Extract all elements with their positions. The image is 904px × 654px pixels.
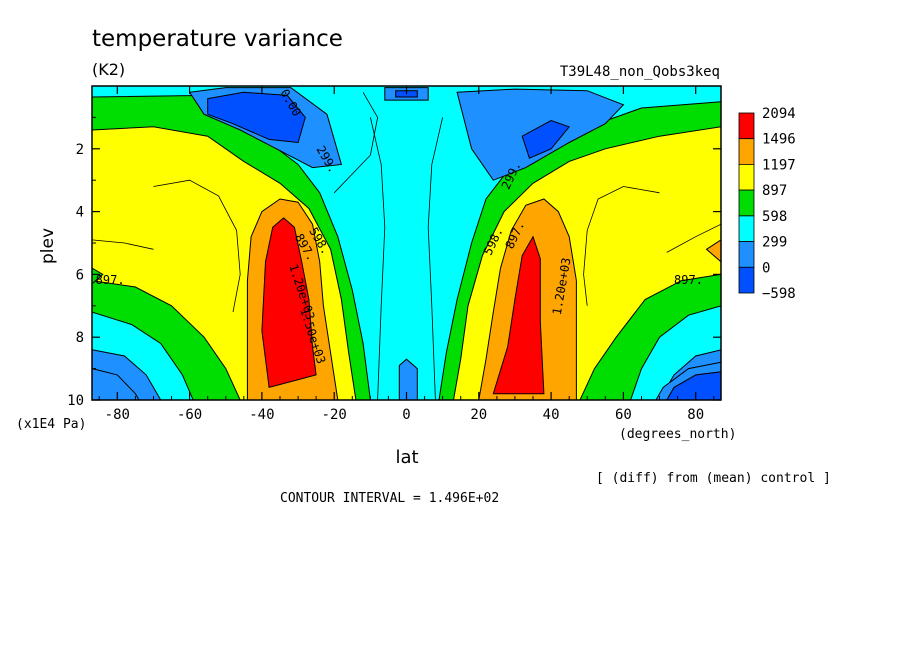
y-tick-label: 6 xyxy=(76,267,84,283)
region-blue-polar-north-outer xyxy=(655,361,721,400)
legend-swatch xyxy=(738,215,755,242)
y-tick-label: 8 xyxy=(76,330,84,346)
legend-label: 2094 xyxy=(762,106,796,122)
diff-note: [ (diff) from (mean) control ] xyxy=(596,471,831,486)
region-red-north xyxy=(492,235,545,395)
contour-line xyxy=(153,179,241,313)
x-tick-label: 60 xyxy=(615,407,632,423)
contour-line xyxy=(666,223,721,253)
y-tick-label: 10 xyxy=(67,393,84,409)
plot-area xyxy=(92,86,721,400)
contour-line xyxy=(333,92,379,194)
legend-label: 0 xyxy=(762,260,770,276)
legend-label: −598 xyxy=(762,286,796,302)
x-tick-label: -60 xyxy=(177,407,202,423)
contour-interval: CONTOUR INTERVAL = 1.496E+02 xyxy=(280,491,499,506)
contour-line xyxy=(427,117,443,400)
region-green-edge-south xyxy=(92,267,104,285)
x-tick-label: -20 xyxy=(322,407,347,423)
x-tick-label: -80 xyxy=(105,407,130,423)
region-deepblue-top-south xyxy=(207,91,306,144)
region-blue-equator-bottom xyxy=(398,358,418,400)
x-tick-label: 20 xyxy=(470,407,487,423)
legend-swatch xyxy=(738,189,755,217)
legend-label: 299 xyxy=(762,235,787,251)
contour-line xyxy=(583,186,660,306)
chart-units: (K2) xyxy=(92,60,125,79)
contour-line xyxy=(370,117,386,400)
legend-swatch xyxy=(738,266,755,294)
x-tick-label: 80 xyxy=(687,407,704,423)
contour-label: 897. xyxy=(674,273,703,287)
legend-label: 897 xyxy=(762,183,787,199)
x-axis-units: (degrees_north) xyxy=(619,427,736,442)
legend-label: 1496 xyxy=(762,132,796,148)
y-tick-label: 4 xyxy=(76,205,84,221)
y-tick-label: 2 xyxy=(76,142,84,158)
chart-title: temperature variance xyxy=(92,26,343,52)
legend-label: 1197 xyxy=(762,157,796,173)
legend-swatch xyxy=(738,163,755,191)
x-tick-label: -40 xyxy=(249,407,274,423)
x-tick-label: 40 xyxy=(543,407,560,423)
legend-swatch xyxy=(738,241,755,268)
region-red-south xyxy=(261,217,317,389)
y-axis-label: plev xyxy=(38,228,58,264)
legend-label: 598 xyxy=(762,209,787,225)
contour-line xyxy=(92,239,154,250)
y-axis-units: (x1E4 Pa) xyxy=(16,417,86,432)
x-tick-label: 0 xyxy=(402,407,410,423)
contour-label: 897. xyxy=(96,273,125,287)
run-label: T39L48_non_Qobs3keq xyxy=(560,64,720,80)
legend-swatch xyxy=(738,112,755,140)
x-axis-label: lat xyxy=(395,447,418,468)
region-deepblue-top-north xyxy=(521,119,571,159)
legend-swatch xyxy=(738,138,755,165)
region-blue-polar-south xyxy=(92,368,140,400)
color-legend: 2094 1496 1197 897 598 299 0 −598 xyxy=(738,106,796,302)
region-orange-edge-north xyxy=(705,239,721,263)
